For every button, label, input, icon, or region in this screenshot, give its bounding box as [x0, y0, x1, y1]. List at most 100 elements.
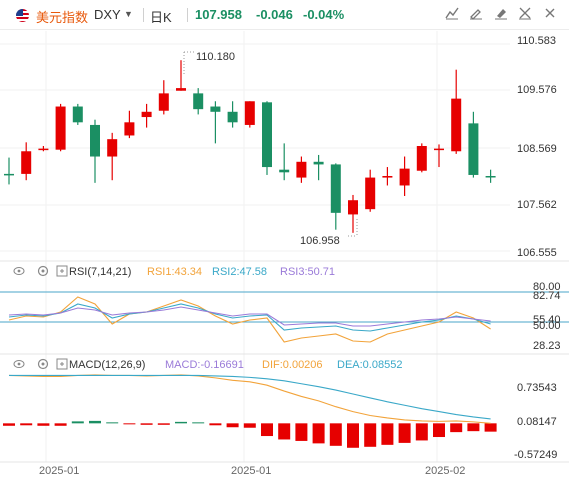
rsi-header: RSI(7,14,21) RSI1:43.34 RSI2:47.58 RSI3:… — [13, 265, 335, 278]
macd-bar — [433, 423, 445, 438]
date-label: 2025-01 — [231, 465, 271, 477]
settings-icon[interactable] — [37, 358, 49, 370]
candle-body — [210, 106, 221, 112]
date-label: 2025-02 — [425, 465, 465, 477]
rsi1-label: RSI1:43.34 — [147, 266, 202, 278]
rsi2-label: RSI2:47.58 — [212, 266, 267, 278]
candle-body — [244, 101, 255, 125]
macd-bar — [226, 423, 239, 428]
macd-bar — [106, 422, 119, 424]
divider — [187, 8, 188, 22]
candle-body — [451, 98, 462, 152]
rsi-title: RSI(7,14,21) — [69, 266, 131, 278]
candle-body — [348, 200, 358, 215]
candle-body — [176, 88, 186, 91]
macd-bar — [278, 423, 291, 440]
dif-label: DIF:0.00206 — [262, 359, 323, 371]
rsi-axis: 80.00 82.74 55.40 50.00 28.23 — [533, 281, 561, 352]
macd-bar — [484, 423, 497, 432]
indicator-switch-icon[interactable] — [56, 358, 68, 370]
macd-bar — [157, 423, 170, 425]
chart-grid — [0, 31, 569, 463]
marker-tool-icon[interactable] — [492, 6, 510, 24]
macd-bar — [398, 423, 411, 443]
macd-bar — [123, 423, 136, 425]
price-tick: 106.555 — [517, 247, 557, 259]
price-tick: 107.562 — [517, 199, 557, 211]
macd-bar — [312, 423, 325, 444]
price-tick: 109.576 — [517, 84, 557, 96]
candle-body — [124, 122, 135, 136]
close-icon[interactable] — [541, 6, 559, 24]
draw-tool-icon[interactable] — [467, 6, 485, 24]
macd-bar — [295, 423, 308, 441]
fullscreen-icon[interactable] — [516, 6, 534, 24]
macd-tick: -0.57249 — [514, 449, 557, 461]
macd-bar — [192, 422, 205, 424]
macd-bar — [89, 420, 101, 424]
rsi-tick: 80.00 — [533, 281, 561, 293]
us-flag-icon — [16, 9, 29, 22]
price-axis: 110.583 109.576 108.569 107.562 106.555 — [517, 35, 557, 259]
high-low-annotations: 110.180 106.958 — [183, 51, 358, 247]
candle-body — [55, 106, 66, 150]
candle-body — [21, 151, 32, 174]
macd-header: MACD(12,26,9) MACD:-0.16691 DIF:0.00206 … — [13, 358, 402, 371]
candle-body — [313, 161, 324, 165]
macd-bar — [175, 421, 187, 424]
settings-icon[interactable] — [37, 265, 49, 277]
indicator-switch-icon[interactable] — [56, 265, 68, 277]
macd-bar — [209, 423, 222, 426]
candle-body — [468, 123, 479, 175]
rsi-level-lines — [0, 291, 569, 323]
macd-bar — [140, 423, 153, 425]
candle-body — [485, 176, 496, 178]
macd-axis: 0.73543 0.08147 -0.57249 — [514, 382, 557, 461]
macd-tick: 0.73543 — [517, 382, 557, 394]
macd-tick: 0.08147 — [517, 416, 557, 428]
macd-bar — [37, 423, 50, 426]
macd-bar — [329, 423, 342, 446]
macd-bar — [364, 423, 377, 447]
symbol-code[interactable]: DXY — [94, 7, 121, 22]
hide-indicator-icon[interactable] — [13, 267, 25, 275]
macd-bar — [243, 423, 256, 428]
price-change-percent: -0.04% — [303, 7, 345, 22]
rsi-tick: 50.00 — [533, 320, 561, 332]
high-annotation: 110.180 — [196, 51, 235, 63]
macd-histogram — [3, 420, 497, 448]
macd-series — [8, 374, 491, 424]
rsi-tick: 28.23 — [533, 340, 561, 352]
macd-bar — [415, 423, 428, 441]
candle-body — [72, 106, 83, 123]
candle-body — [193, 93, 204, 110]
chart-header: 美元指数 DXY ▼ 日K 107.958 -0.046 -0.04% — [0, 0, 569, 30]
macd-bar — [467, 423, 480, 432]
hide-indicator-icon[interactable] — [13, 360, 25, 368]
candle-body — [330, 164, 341, 213]
price-tick: 108.569 — [517, 143, 557, 155]
period-selector[interactable]: 日K — [150, 10, 172, 25]
candle-body — [296, 161, 307, 178]
candle-body — [158, 93, 169, 111]
macd-bar — [347, 423, 359, 448]
chevron-down-icon[interactable]: ▼ — [124, 9, 133, 19]
symbol-name[interactable]: 美元指数 — [36, 10, 89, 25]
candle-body — [4, 173, 14, 176]
dea-label: DEA:0.08552 — [337, 359, 402, 371]
macd-title: MACD(12,26,9) — [69, 359, 145, 371]
dif-line — [8, 374, 491, 424]
candle-body — [90, 124, 100, 157]
line-tool-icon[interactable] — [443, 6, 461, 24]
dea-line — [9, 374, 491, 420]
candle-body — [227, 111, 238, 123]
candle-body — [365, 177, 376, 210]
macd-bar — [450, 423, 463, 433]
chart-area[interactable]: 110.583 109.576 108.569 107.562 106.555 … — [0, 30, 569, 487]
low-annotation: 106.958 — [300, 235, 340, 247]
macd-bar — [54, 423, 67, 426]
macd-bar — [381, 423, 394, 445]
rsi3-label: RSI3:50.71 — [280, 266, 335, 278]
rsi1-line — [8, 296, 491, 343]
macd-bar — [20, 423, 33, 426]
